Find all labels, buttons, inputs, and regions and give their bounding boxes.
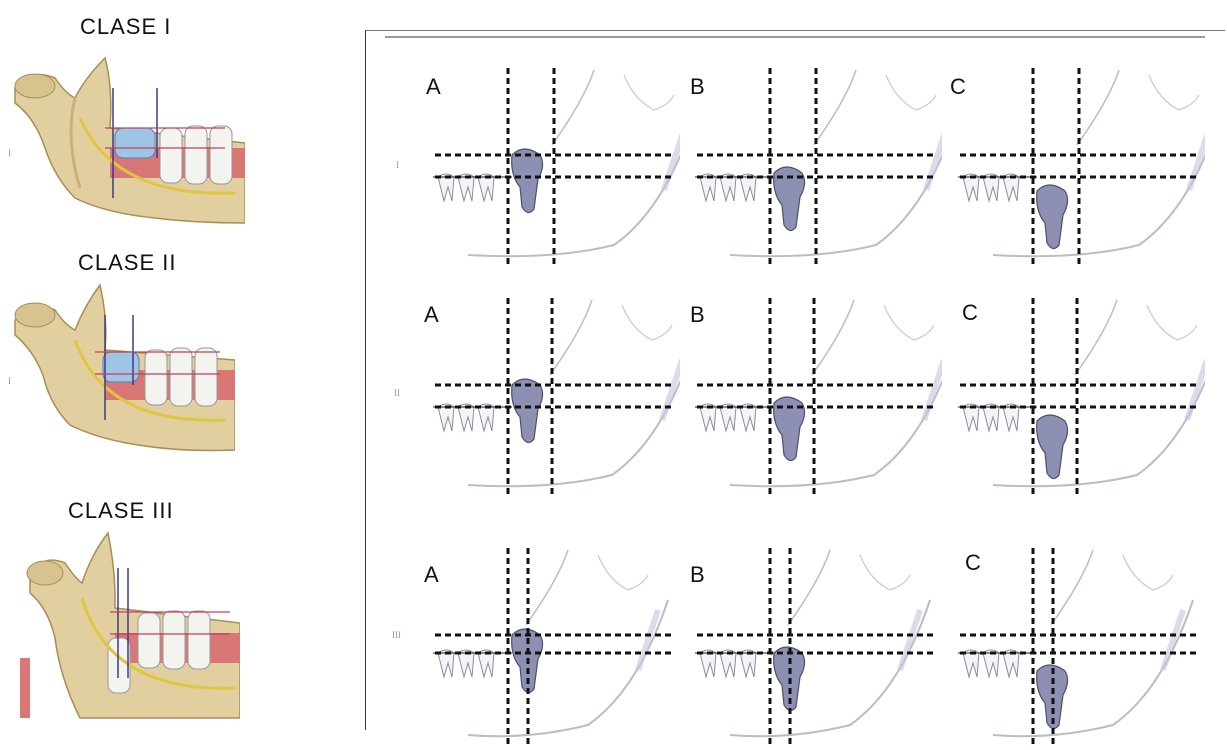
molar-tooth: [962, 649, 980, 679]
coronoid-outline: [1146, 304, 1198, 341]
xray-cell-3c: [958, 548, 1200, 745]
mandible-border: [467, 379, 680, 488]
frame-top-rule: [385, 36, 1205, 38]
molar-tooth: [982, 173, 1000, 203]
mandible-border: [992, 153, 1205, 258]
posterior-shadow: [661, 132, 680, 191]
molar-tooth: [457, 173, 475, 203]
mandible-border: [467, 153, 680, 258]
posterior-shadow: [897, 609, 923, 671]
cell-letter-2b: B: [690, 302, 705, 327]
molar-tooth: [1002, 403, 1020, 433]
coronoid-outline: [1148, 74, 1200, 111]
impacted-third-molar: [1036, 414, 1069, 480]
molar-tooth: [477, 173, 495, 203]
left-roman-2: I: [8, 376, 11, 386]
ramus-outline: [1050, 549, 1094, 626]
cell-letter-2c: C: [962, 300, 978, 325]
xray-cell-1c: [958, 68, 1205, 265]
posterior-shadow: [923, 132, 942, 191]
mandible-illustration-class-i: [14, 56, 245, 224]
posterior-shadow: [921, 359, 942, 421]
mandible-border: [729, 153, 942, 258]
xray-cell-1a: [433, 68, 680, 265]
xray-cell-1b: [695, 68, 942, 265]
xray-cell-3b: [695, 548, 937, 745]
ramus-outline: [549, 299, 593, 376]
molar-tooth: [699, 173, 717, 203]
cell-letter-1b: B: [690, 74, 705, 99]
impacted-third-molar: [511, 148, 544, 214]
ramus-outline: [811, 299, 855, 376]
coronoid-outline: [883, 304, 935, 341]
row-roman-iii: III: [392, 630, 401, 640]
molar-tooth: [437, 173, 455, 203]
molar-tooth: [1002, 173, 1020, 203]
ramus-outline: [1076, 69, 1120, 146]
molar-tooth: [739, 403, 757, 433]
ramus-outline: [813, 69, 857, 146]
clase-ii-label: CLASE II: [78, 250, 177, 275]
row-roman-i: I: [396, 160, 399, 170]
xray-cell-2b: [695, 298, 942, 495]
impacted-third-molar: [773, 396, 806, 462]
posterior-shadow: [659, 359, 680, 421]
classification-frame: [365, 30, 1225, 730]
molar-tooth: [739, 173, 757, 203]
impacted-third-molar: [773, 166, 806, 232]
left-roman-1: I: [8, 148, 11, 158]
ramus-outline: [551, 69, 595, 146]
molar-tooth: [437, 403, 455, 433]
molar-tooth: [982, 649, 1000, 679]
ramus-outline: [1074, 299, 1118, 376]
mandible-border: [992, 379, 1205, 488]
molar-tooth: [962, 173, 980, 203]
molar-tooth: [477, 649, 495, 679]
clase-iii-label: CLASE III: [68, 498, 174, 523]
cell-letter-1c: C: [950, 74, 966, 99]
cell-letter-3b: B: [690, 562, 705, 587]
cell-letter-2a: A: [424, 302, 439, 327]
mandible-border: [729, 379, 942, 488]
posterior-shadow: [1184, 359, 1205, 421]
coronoid-outline: [859, 554, 911, 591]
molar-tooth: [719, 649, 737, 679]
mandible-illustration-class-iii: [20, 531, 240, 719]
row-roman-ii: II: [394, 388, 400, 398]
cell-letter-3c: C: [965, 550, 981, 575]
posterior-shadow: [635, 609, 661, 671]
impacted-third-molar: [511, 378, 544, 444]
coronoid-outline: [1122, 554, 1174, 591]
molar-tooth: [457, 649, 475, 679]
ramus-outline: [525, 549, 569, 626]
posterior-shadow: [1186, 132, 1205, 191]
xray-cell-2c: [958, 298, 1205, 495]
coronoid-outline: [623, 74, 675, 111]
molar-tooth: [1002, 649, 1020, 679]
molar-tooth: [982, 403, 1000, 433]
molar-tooth: [457, 403, 475, 433]
molar-tooth: [962, 403, 980, 433]
ramus-outline: [787, 549, 831, 626]
molar-tooth: [437, 649, 455, 679]
clase-i-label: CLASE I: [80, 14, 172, 39]
molar-tooth: [719, 403, 737, 433]
mandible-illustration-class-ii: [14, 283, 235, 452]
molar-tooth: [719, 173, 737, 203]
xray-cell-3a: [433, 548, 675, 745]
impacted-third-molar: [1036, 184, 1069, 250]
molar-tooth: [477, 403, 495, 433]
molar-tooth: [739, 649, 757, 679]
cell-letter-3a: A: [424, 562, 439, 587]
coronoid-outline: [621, 304, 673, 341]
coronoid-outline: [597, 554, 649, 591]
coronoid-outline: [885, 74, 937, 111]
molar-tooth: [699, 649, 717, 679]
cell-letter-1a: A: [426, 74, 441, 99]
molar-tooth: [699, 403, 717, 433]
posterior-shadow: [1160, 609, 1186, 671]
xray-cell-2a: [433, 298, 680, 495]
